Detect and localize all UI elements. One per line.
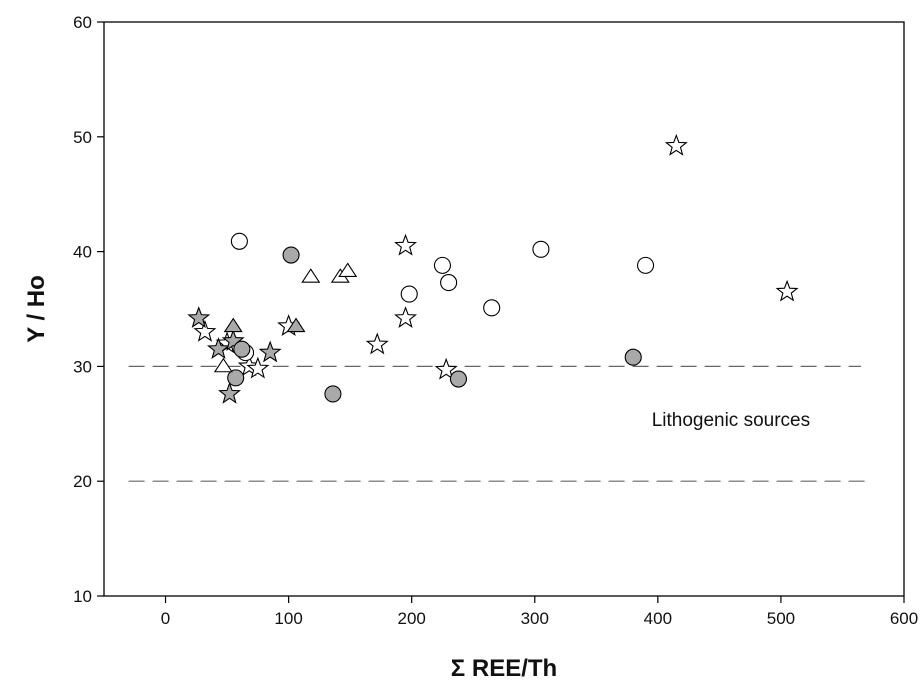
plot-area	[103, 21, 905, 597]
x-tick-label: 500	[767, 609, 795, 628]
circle-point	[400, 285, 418, 303]
x-tick-label: 100	[274, 609, 302, 628]
triangle-point	[301, 268, 321, 283]
star-point	[394, 233, 418, 256]
circle-point	[483, 299, 501, 317]
triangle-point	[223, 317, 243, 333]
circle-point	[324, 385, 342, 403]
x-tick-label: 200	[398, 609, 426, 628]
axes: 0 100 200 300 400 500 600 10 20 30 40 50 60	[73, 13, 918, 628]
y-tick-label: 10	[73, 587, 92, 606]
triangle-point	[338, 262, 358, 278]
circle-point	[636, 256, 655, 274]
star-point	[775, 279, 799, 302]
x-tick-label: 0	[161, 609, 170, 628]
y-tick-label: 60	[73, 13, 92, 32]
star-point	[246, 356, 270, 379]
circle-point	[449, 370, 468, 388]
star-point	[187, 306, 211, 328]
y-tick-label: 30	[73, 357, 92, 376]
x-tick-label: 400	[644, 609, 672, 628]
star-point	[258, 340, 282, 363]
circle-point	[440, 274, 458, 292]
circle-point	[433, 256, 452, 274]
x-tick-label: 600	[890, 609, 918, 628]
plot-frame	[103, 21, 905, 597]
y-axis-title: Y / Ho	[23, 275, 50, 343]
data-points	[187, 133, 799, 404]
x-tick-label: 300	[521, 609, 549, 628]
circle-point	[282, 246, 300, 264]
star-point	[221, 329, 245, 351]
circle-point	[233, 340, 251, 358]
circle-point	[624, 348, 642, 366]
star-point	[394, 306, 418, 328]
y-tick-label: 50	[73, 128, 92, 147]
triangle-point	[286, 317, 306, 333]
star-point	[193, 319, 217, 342]
star-point	[434, 357, 458, 380]
y-tick-label: 20	[73, 472, 92, 491]
triangle-point	[213, 357, 233, 373]
y-tick-label: 40	[73, 243, 92, 262]
star-point	[365, 332, 389, 355]
circle-point	[227, 369, 245, 387]
x-axis-title: Σ REE/Th	[451, 655, 557, 682]
circle-point	[230, 232, 248, 250]
star-point	[218, 381, 242, 404]
annotation-lithogenic-sources: Lithogenic sources	[652, 410, 810, 431]
star-point	[664, 133, 688, 156]
star-point	[206, 337, 230, 359]
circle-point	[532, 240, 550, 258]
